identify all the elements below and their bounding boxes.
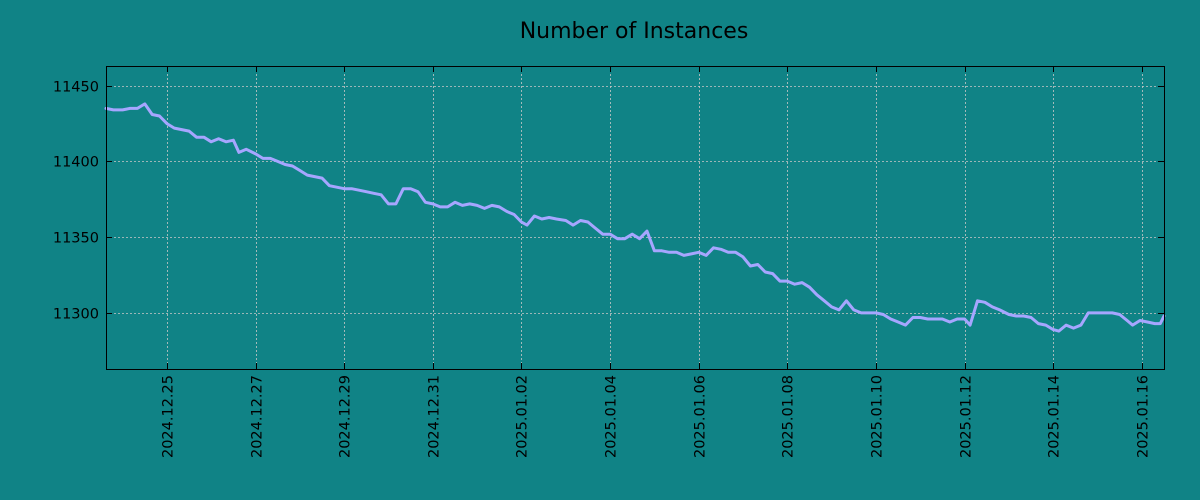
x-tick-label: 2024.12.31 — [427, 375, 443, 458]
x-tick-label: 2025.01.10 — [870, 375, 886, 458]
series — [104, 102, 1166, 333]
series-line — [104, 102, 1166, 333]
y-tick-label: 11400 — [53, 155, 99, 171]
x-tick-label: 2024.12.25 — [161, 375, 177, 458]
x-tick-label: 2025.01.06 — [693, 375, 709, 458]
x-tick-label: 2025.01.02 — [515, 375, 531, 458]
x-axis: 2024.12.25 2024.12.27 2024.12.29 2024.12.31… — [161, 66, 1152, 458]
x-tick-label: 2025.01.14 — [1047, 375, 1063, 458]
y-tick-label: 11300 — [53, 307, 99, 323]
x-tick-label: 2024.12.27 — [250, 375, 266, 458]
y-tick-label: 11350 — [53, 231, 99, 247]
x-tick-label: 2025.01.08 — [781, 375, 797, 458]
chart-title: Number of Instances — [520, 19, 749, 44]
y-tick-label: 11450 — [53, 80, 99, 96]
x-tick-label: 2025.01.16 — [1136, 375, 1152, 458]
plot-frame — [106, 66, 1165, 370]
x-tick-label: 2024.12.29 — [338, 375, 354, 458]
grid — [106, 66, 1164, 369]
x-tick-label: 2025.01.12 — [959, 375, 975, 458]
y-axis: 11300 11350 11400 11450 — [53, 80, 1164, 323]
x-tick-label: 2025.01.04 — [604, 375, 620, 458]
